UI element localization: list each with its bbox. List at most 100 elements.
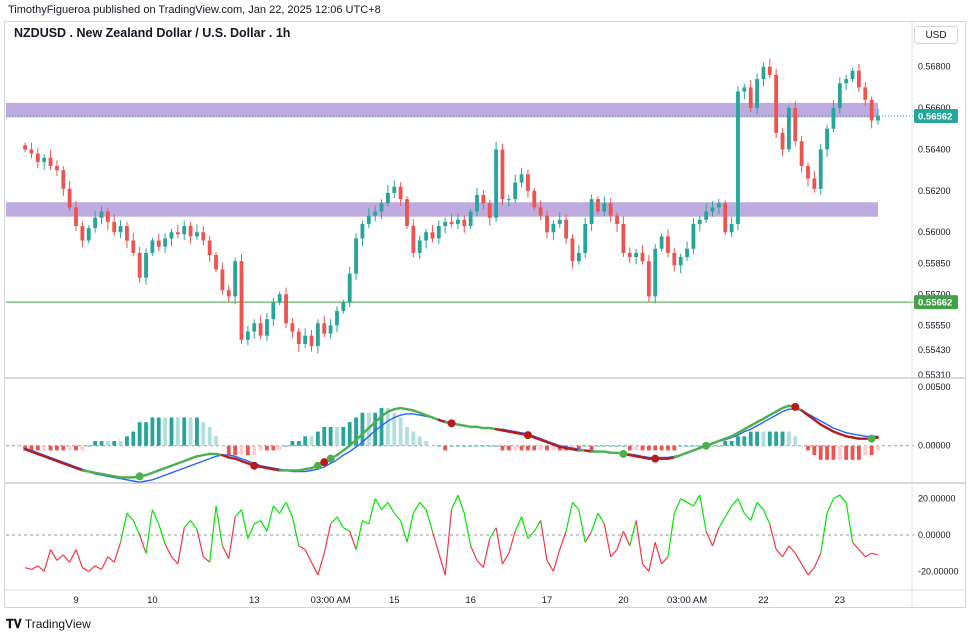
macd-histogram-bar (309, 436, 314, 446)
osc-line-segment (31, 565, 39, 571)
macd-histogram-bar (277, 445, 282, 451)
candle-body (793, 108, 798, 142)
osc-line-segment (762, 509, 771, 525)
candle-body (35, 153, 40, 162)
macd-histogram-bar (392, 412, 397, 446)
macd-histogram-bar (672, 445, 677, 451)
current-price-tag-bg (914, 108, 958, 123)
macd-histogram-bar (818, 445, 823, 460)
macd-histogram-bar (99, 441, 104, 446)
osc-line-segment (680, 498, 688, 503)
macd-cross-dot (447, 419, 456, 428)
macd-histogram-bar (417, 436, 422, 446)
candle-body (545, 215, 549, 233)
macd-axis-label: 0.00000 (918, 441, 951, 451)
macd-histogram-bar (793, 436, 798, 446)
osc-line-segment (349, 531, 357, 550)
macd-histogram-bar (436, 445, 441, 447)
candle-body (576, 252, 581, 262)
candle-body (729, 223, 734, 233)
osc-line-segment (476, 560, 484, 569)
candle-body (86, 228, 91, 241)
macd-histogram-bar (659, 445, 664, 451)
candle-body (748, 87, 753, 109)
macd-histogram-bar (175, 417, 180, 446)
symbol-title[interactable]: NZDUSD . New Zealand Dollar / U.S. Dolla… (14, 26, 291, 40)
macd-histogram-bar (284, 445, 288, 447)
candle-body (723, 203, 728, 233)
candle-body (207, 240, 212, 255)
macd-histogram-bar (405, 426, 409, 446)
osc-line-segment (234, 509, 242, 518)
candle-body (570, 238, 575, 262)
macd-histogram-bar (424, 441, 428, 446)
currency-selector[interactable]: USD (914, 26, 958, 44)
candle-body (220, 269, 225, 291)
osc-line-segment (202, 556, 211, 563)
candle-body (328, 325, 333, 334)
candle-body (634, 252, 639, 258)
candle-body (252, 323, 257, 332)
price-axis-label: 0.56800 (918, 62, 951, 72)
osc-line-segment (622, 531, 631, 547)
candle-body (144, 252, 148, 278)
macd-histogram-bar (322, 426, 327, 446)
macd-histogram-bar (844, 445, 849, 460)
macd-histogram-bar (169, 417, 174, 446)
macd-histogram-bar (589, 445, 594, 451)
macd-histogram-bar (341, 426, 346, 446)
chart-frame (4, 21, 966, 608)
candle-body (405, 199, 409, 227)
candle-body (258, 323, 263, 336)
macd-line-segment (749, 420, 759, 427)
macd-histogram-bar (513, 445, 518, 451)
macd-histogram-bar (487, 445, 492, 447)
price-pane[interactable]: 0.56800 0.56600 0.56400 0.56200 0.56000 0.558… (6, 58, 958, 380)
price-axis-label: 0.55430 (918, 345, 951, 355)
macd-histogram-bar (315, 431, 320, 446)
candle-body (347, 273, 352, 303)
osc-line-segment (813, 552, 822, 568)
macd-line-segment (361, 426, 371, 436)
candle-body (736, 91, 740, 224)
osc-line-segment (852, 541, 860, 550)
osc-line-segment (635, 520, 644, 565)
candle-body (322, 323, 327, 334)
macd-histogram-bar (456, 445, 460, 447)
candle-body (175, 232, 180, 235)
macd-histogram-bar (646, 445, 651, 451)
osc-line-segment (158, 523, 166, 545)
osc-line-segment (686, 501, 694, 507)
osc-line-segment (107, 556, 115, 563)
osc-line-segment (546, 560, 554, 572)
macd-histogram-bar (67, 445, 72, 451)
macd-histogram-bar (621, 445, 626, 447)
macd-cross-dot (619, 449, 628, 458)
osc-line-segment (298, 545, 306, 551)
macd-histogram-bar (48, 445, 53, 451)
osc-line-segment (820, 513, 828, 554)
price-axis-label: 0.55850 (918, 258, 951, 268)
candle-body (538, 207, 543, 216)
candle-body (430, 232, 435, 239)
candle-body (277, 294, 282, 303)
macd-histogram-bar (360, 412, 365, 446)
candle-body (844, 79, 849, 84)
macd-line-segment (342, 444, 351, 452)
time-axis[interactable]: 9 10 13 03:00 AM 15 16 17 20 03:00 AM 22 23 (73, 595, 845, 606)
macd-histogram-bar (42, 445, 47, 451)
current-price-tag: 0.56562 (914, 108, 958, 123)
macd-pane[interactable]: 0.00500 0.00000 (6, 382, 951, 483)
osc-line-segment (597, 512, 605, 525)
macd-histogram-bar (29, 445, 34, 451)
macd-histogram-bar (837, 445, 842, 460)
candle-body (411, 226, 416, 253)
macd-histogram-bar (163, 417, 168, 446)
osc-line-segment (648, 542, 656, 572)
candle-body (105, 211, 110, 222)
macd-line-segment (800, 409, 810, 417)
oscillator-pane[interactable]: 20.00000 0.00000 -20.00000 (6, 494, 959, 577)
macd-histogram-bar (112, 441, 117, 446)
macd-histogram-bar (596, 445, 600, 447)
